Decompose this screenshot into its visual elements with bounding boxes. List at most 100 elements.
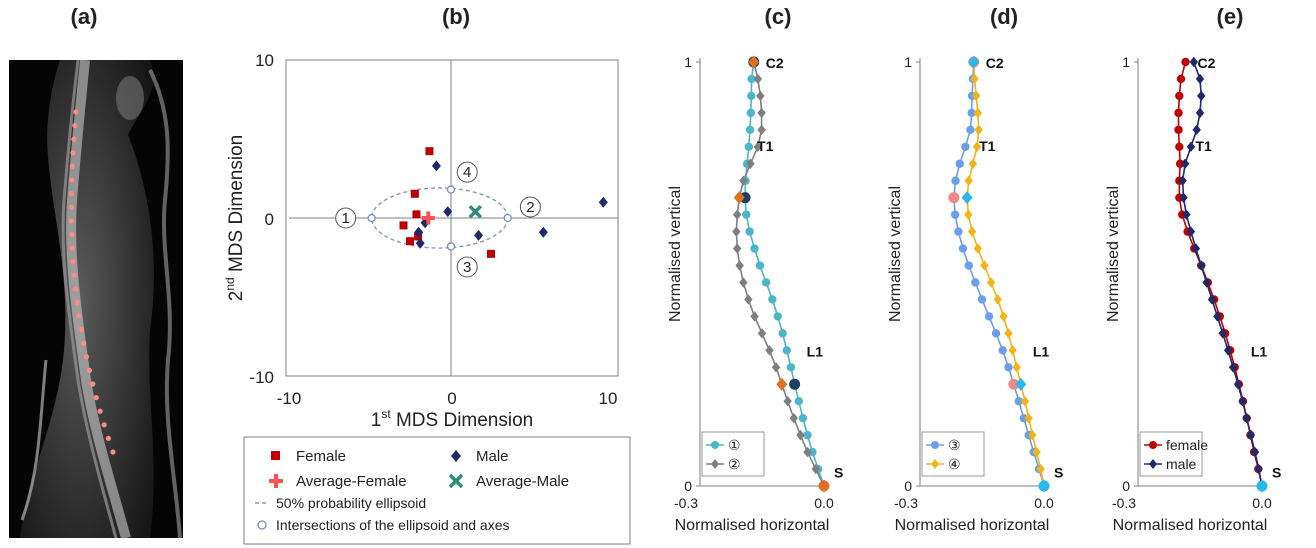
profile-xlabel: Normalised horizontal: [1113, 517, 1268, 534]
legend-label-1: Female: [296, 448, 346, 465]
profile-point: [798, 413, 808, 423]
profile-point: [753, 141, 763, 152]
profile-point: [747, 74, 756, 84]
profile-point: [733, 243, 742, 254]
profile-point: [973, 243, 983, 254]
mri-landmark-dot: [93, 395, 99, 401]
profile-point: [732, 226, 741, 237]
profile-point: [967, 226, 977, 237]
profile-point: [1004, 363, 1013, 372]
profile-legend: [921, 431, 985, 477]
profile-point: [1195, 107, 1205, 119]
profile-point: [746, 158, 755, 169]
mri-body-tissue: [20, 60, 154, 538]
profile-point: [1015, 377, 1027, 391]
profile-point: [756, 90, 765, 102]
profile-legend: [701, 431, 765, 477]
profile-point: [991, 329, 1001, 338]
legend-swatch: [711, 459, 719, 469]
mri-landmark-dot: [83, 354, 90, 360]
legend-label-2: Male: [476, 448, 509, 465]
mri-landmark-dot: [74, 299, 80, 305]
mri-spinal-canal: [66, 59, 131, 540]
profile-point: [1218, 328, 1227, 339]
profile-point: [1012, 362, 1021, 373]
mri-landmark-dot: [69, 163, 75, 169]
profile-point: [973, 107, 983, 119]
legend-series-2: male: [1166, 456, 1197, 472]
mds-ylabel: 2nd MDS Dimension: [223, 135, 247, 301]
legend-series-1: female: [1166, 437, 1208, 453]
profile-point: [1036, 463, 1045, 475]
profile-xtick-left: -0.3: [1112, 495, 1136, 511]
profile-point: [1008, 345, 1017, 356]
mds-point-male: [538, 226, 548, 238]
profile-point: [1181, 57, 1190, 67]
profile-point: [803, 430, 812, 440]
mds-marks: 1 2 3 4: [335, 147, 608, 278]
mds-point-male: [414, 226, 424, 238]
profile-line-1: [953, 61, 1045, 487]
profile-point: [1228, 362, 1238, 373]
profile-point: [1254, 463, 1263, 475]
profile-point: [986, 277, 996, 288]
profile-point: [955, 159, 964, 168]
profile-point: [811, 463, 820, 475]
mri-landmark-dot: [69, 245, 75, 251]
profile-panel-e: 1 0-0.3 0.0 Normalised horizontal Normalised…: [1105, 54, 1281, 534]
group-marker-circle: [519, 196, 541, 218]
group-marker-4: 4: [463, 164, 471, 181]
level-label-t1: T1: [1195, 138, 1212, 154]
mri-landmark-dot: [105, 435, 111, 441]
mri-skin-outline: [20, 359, 48, 521]
mds-point-male: [431, 160, 441, 172]
level-label-s: S: [1272, 464, 1281, 480]
profile-point: [1175, 142, 1184, 151]
profile-point: [1182, 209, 1191, 220]
profile-ytick-top: 1: [904, 54, 912, 70]
mds-point-male: [415, 237, 425, 249]
level-label-c2: C2: [986, 55, 1004, 71]
profile-ylabel: Normalised vertical: [887, 186, 904, 322]
profile-point: [789, 378, 801, 390]
profile-point: [1178, 175, 1187, 186]
profile-xtick-right: 0.0: [1034, 495, 1054, 511]
profile-point: [745, 125, 755, 135]
profile-point: [1008, 378, 1020, 390]
profile-point: [968, 55, 980, 69]
profile-point: [1179, 192, 1188, 203]
mds-legend-items: Female Male Average-Female Average-Male 50% …: [255, 448, 569, 533]
profile-point: [966, 125, 975, 135]
legend-swatch: [931, 441, 939, 449]
ellipse-axis-intersection: [446, 242, 456, 251]
mri-landmark-dot: [70, 259, 76, 265]
profile-point: [757, 124, 766, 136]
profile-point: [746, 108, 756, 118]
profile-point: [1020, 396, 1030, 407]
profile-point: [778, 329, 787, 338]
group-marker-circle: [335, 207, 357, 229]
profile-point: [964, 175, 973, 186]
mds-ytick-min: -10: [249, 368, 274, 387]
profile-point: [1195, 73, 1205, 85]
profile-point: [974, 124, 983, 136]
mds-xlabel: 1st MDS Dimension: [371, 407, 533, 431]
mds-xtick-max: 10: [599, 389, 618, 408]
profile-point: [977, 295, 987, 304]
mri-landmark-dot: [68, 218, 74, 224]
panel-label-a: (a): [71, 4, 98, 29]
mds-scatter-panel: 1 2 3 4 -10 0 10 10 0 -10 1st MDS Dimension…: [223, 51, 631, 545]
profile-point: [755, 261, 765, 270]
profile-xtick-right: 0.0: [1252, 495, 1272, 511]
mri-landmark-dot: [78, 327, 84, 333]
mri-landmark-dot: [68, 204, 74, 210]
mds-ytick-max: 10: [255, 51, 274, 70]
profile-point: [818, 479, 830, 493]
legend-marker-1: [271, 451, 280, 460]
mri-landmark-dot: [68, 191, 75, 197]
legend-label-4: Average-Male: [476, 473, 569, 490]
mri-landmark-dot: [69, 177, 75, 183]
profile-point: [972, 90, 981, 102]
profile-panel-d: 1 0-0.3 0.0 Normalised horizontal Normalised…: [887, 54, 1063, 534]
